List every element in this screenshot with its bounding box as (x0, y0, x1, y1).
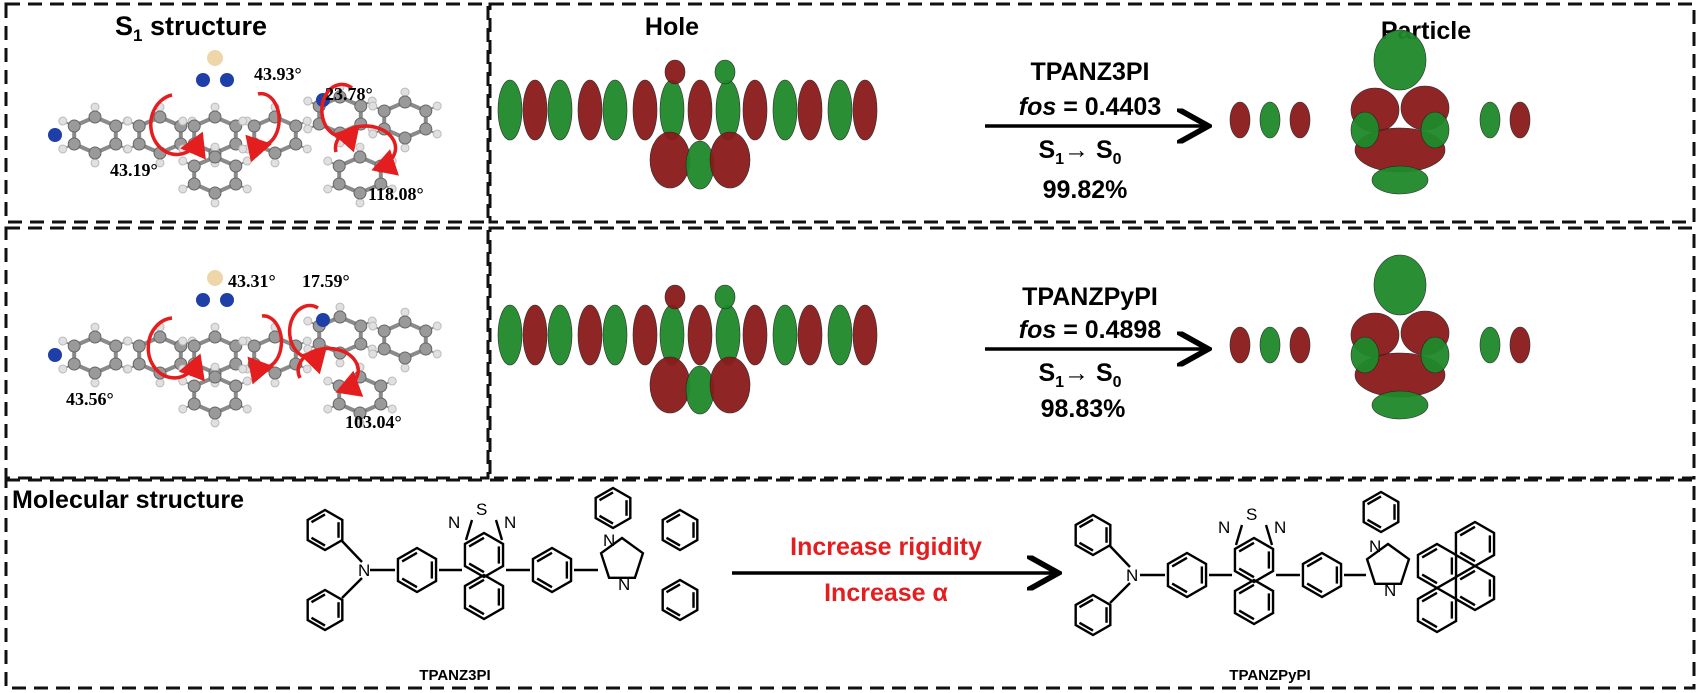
benzene-ring (1301, 551, 1343, 599)
benzene-ring (306, 508, 344, 552)
pyrene-ring (1454, 564, 1496, 612)
particle-orbital-row1 (1229, 29, 1531, 195)
panel-borders (4, 2, 1696, 690)
benzene-ring (1074, 513, 1112, 557)
transition-row1: S1→ S0 (1038, 136, 1121, 168)
increase-alpha-label: Increase α (824, 579, 948, 607)
angle-label: 118.08° (368, 184, 424, 204)
atom-label-N: N (1369, 537, 1381, 556)
benzene-ring (306, 588, 344, 632)
benzene-ring (531, 546, 573, 594)
s1-structure-row1: S1 structure 43.93° 23.78° 43.19° 118.08… (48, 11, 442, 208)
angle-label: 103.04° (345, 412, 402, 432)
orbitals-row1: Hole Particle TPANZ3PI fos = 0.4403 S1→ … (497, 13, 1531, 204)
rotation-arrows-row2 (146, 303, 364, 397)
atom-label-N: N (1126, 566, 1138, 585)
panel-molecular-structure (4, 478, 1696, 690)
angle-label: 43.93° (254, 64, 302, 84)
benzene-ring (594, 486, 632, 530)
hole-orbital-row1 (497, 59, 878, 190)
skeletal-formula-right (1074, 490, 1496, 637)
atom-label-S: S (476, 500, 487, 519)
atom-label-N: N (448, 513, 460, 532)
compound-name-right: TPANZPyPI (1229, 667, 1310, 684)
particle-orbital-row2 (1229, 254, 1531, 420)
s1-structure-title: S1 structure (115, 11, 267, 45)
atom-label-N: N (1274, 518, 1286, 537)
atom-label-N: N (603, 531, 615, 550)
atom-label-S: S (1246, 505, 1257, 524)
benzene-ring (661, 508, 699, 552)
compound-name-row2: TPANZPyPI (1022, 283, 1158, 311)
panel-s1-structure-row2 (4, 226, 490, 480)
hole-label: Hole (645, 13, 699, 41)
molecular-structure-panel: Molecular structure N N S N N N TPANZ (12, 486, 1496, 684)
pyrene-ring (1416, 586, 1458, 634)
atom-label-N: N (618, 575, 630, 594)
fos-row2: fos = 0.4898 (1019, 316, 1162, 344)
compound-name-row1: TPANZ3PI (1031, 58, 1150, 86)
angle-label: 43.19° (110, 160, 158, 180)
pyrene-ring (1416, 542, 1458, 590)
transition-row2: S1→ S0 (1038, 359, 1121, 391)
naphthalene-ring (463, 573, 505, 621)
benzene-ring (1362, 490, 1400, 534)
pyrene-ring (1454, 520, 1496, 568)
benzene-ring (396, 546, 438, 594)
atom-label-N: N (1218, 518, 1230, 537)
imidazole-ring (599, 536, 645, 579)
fos-row1: fos = 0.4403 (1019, 93, 1161, 121)
increase-rigidity-label: Increase rigidity (790, 533, 982, 561)
hole-orbital-row2 (497, 284, 878, 415)
imidazole-ring (1365, 542, 1411, 585)
benzene-ring (1074, 593, 1112, 637)
angle-label: 23.78° (325, 84, 373, 104)
angle-label: 43.56° (66, 389, 114, 409)
rotation-arrows-row1 (149, 82, 400, 176)
atom-label-N: N (504, 513, 516, 532)
benzothiadiazole-core (463, 531, 505, 579)
atom-label-N: N (358, 561, 370, 580)
angle-label: 43.31° (228, 271, 276, 291)
benzene-ring (661, 578, 699, 622)
naphthalene-ring (1233, 578, 1275, 626)
orbitals-row2: TPANZPyPI fos = 0.4898 S1→ S0 98.83% (497, 254, 1531, 423)
s1-structure-row2: 43.31° 17.59° 43.56° 103.04° (48, 270, 442, 432)
atom-label-N: N (1384, 581, 1396, 600)
panel-orbitals-row1 (488, 2, 1696, 224)
skeletal-formula-left (306, 486, 699, 632)
compound-name-left: TPANZ3PI (419, 667, 490, 684)
percent-row2: 98.83% (1041, 395, 1126, 423)
benzothiadiazole-core (1233, 536, 1275, 584)
angle-label: 17.59° (302, 271, 350, 291)
panel-orbitals-row2 (488, 226, 1696, 480)
percent-row1: 99.82% (1043, 176, 1128, 204)
molecular-structure-title: Molecular structure (12, 486, 244, 514)
benzene-ring (1166, 551, 1208, 599)
